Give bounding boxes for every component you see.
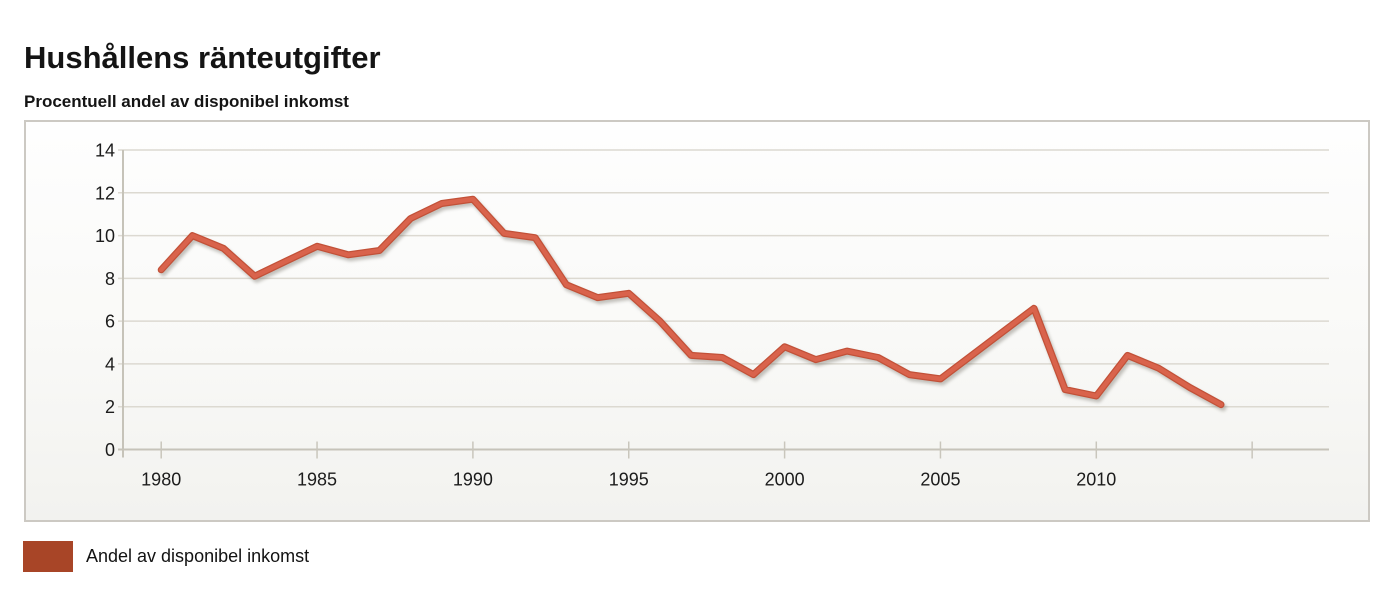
- chart-area: 0 2 4 6 8 10 12 14 1980 1985 1990 1995 2000 2005 2010: [24, 120, 1370, 522]
- x-axis-label-1985: 1985: [297, 470, 337, 490]
- y-axis-label-6: 6: [105, 312, 115, 332]
- series-line-outline: [157, 195, 1225, 409]
- y-axis-label-8: 8: [105, 269, 115, 289]
- line-chart: 0 2 4 6 8 10 12 14 1980 1985 1990 1995 2000 2005 2010: [95, 141, 1329, 490]
- series-line: [158, 196, 1224, 407]
- page-title: Hushållens ränteutgifter: [24, 40, 381, 75]
- legend-label: Andel av disponibel inkomst: [86, 545, 310, 566]
- y-axis-label-0: 0: [105, 440, 115, 460]
- x-axis-label-2000: 2000: [765, 470, 805, 490]
- y-axis-label-4: 4: [105, 354, 115, 374]
- legend-item[interactable]: Andel av disponibel inkomst: [23, 540, 309, 572]
- x-axis-label-1995: 1995: [609, 470, 649, 490]
- y-axis-label-14: 14: [95, 141, 115, 161]
- y-axis-label-10: 10: [95, 226, 115, 246]
- y-axis-label-12: 12: [95, 183, 115, 203]
- chart-subtitle: Procentuell andel av disponibel inkomst: [24, 92, 349, 111]
- x-axis-label-2010: 2010: [1076, 470, 1116, 490]
- legend-swatch: [23, 540, 73, 572]
- x-axis-label-1990: 1990: [453, 470, 493, 490]
- y-axis-label-2: 2: [105, 397, 115, 417]
- x-axis-label-1980: 1980: [141, 470, 181, 490]
- x-axis-label-2005: 2005: [920, 470, 960, 490]
